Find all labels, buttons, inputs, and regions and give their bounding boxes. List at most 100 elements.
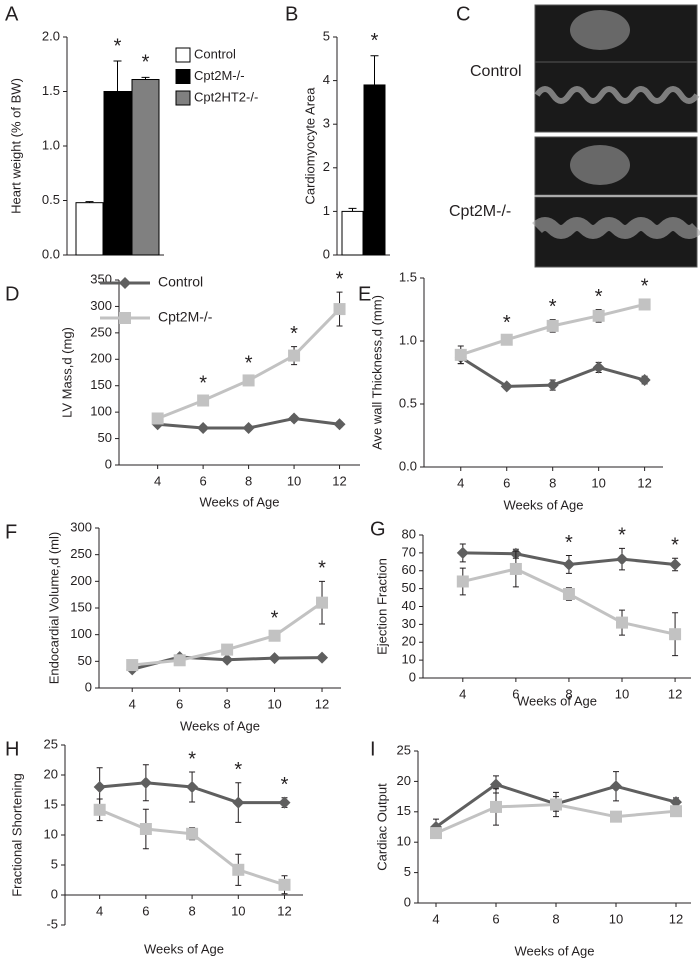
- y-tick-label: 30: [402, 616, 416, 631]
- x-tick-label: 4: [459, 686, 466, 701]
- x-tick-label: 6: [503, 475, 510, 490]
- legend-marker: [119, 312, 131, 324]
- legend-label: Control: [158, 274, 203, 290]
- x-tick-label: 10: [267, 696, 281, 711]
- x-tick-label: 8: [565, 686, 572, 701]
- marker: [186, 781, 199, 793]
- marker: [456, 546, 469, 559]
- significance-star: *: [565, 532, 573, 554]
- x-tick-label: 12: [332, 473, 346, 488]
- y-tick-label: 10: [397, 834, 411, 849]
- x-tick-label: 6: [176, 696, 183, 711]
- series-line: [462, 567, 676, 636]
- echo-scan: [570, 10, 630, 50]
- x-tick-label: 6: [200, 473, 207, 488]
- marker: [562, 587, 575, 600]
- panel-letter: D: [5, 283, 19, 305]
- y-tick-label: 1.5: [399, 269, 417, 284]
- panel-letter: A: [5, 3, 19, 25]
- marker: [550, 798, 562, 811]
- marker: [268, 629, 281, 642]
- marker: [500, 380, 513, 393]
- marker: [669, 558, 682, 571]
- y-tick-label: 1.0: [399, 332, 417, 347]
- y-tick-label: 5: [404, 864, 411, 879]
- x-tick-label: 6: [142, 903, 149, 918]
- panel-letter: C: [456, 3, 470, 25]
- y-tick-label: 15: [397, 803, 411, 818]
- marker: [197, 422, 210, 434]
- x-axis-label: Weeks of Age: [517, 693, 597, 708]
- y-tick-label: 1: [323, 203, 330, 218]
- marker: [268, 652, 281, 665]
- legend-swatch: [175, 69, 191, 84]
- y-tick-label: 300: [90, 298, 112, 313]
- legend-label: Cpt2HT2-/-: [194, 89, 258, 104]
- marker: [186, 827, 199, 840]
- y-tick-label: 50: [98, 430, 112, 445]
- y-tick-label: 100: [70, 626, 92, 641]
- y-tick-label: 2.0: [42, 28, 60, 43]
- y-tick-label: 20: [44, 766, 58, 781]
- x-axis-label: Weeks of Age: [515, 943, 595, 958]
- marker: [242, 374, 255, 387]
- y-tick-label: 80: [402, 526, 416, 541]
- significance-star: *: [318, 558, 326, 580]
- x-axis-label: Weeks of Age: [504, 497, 584, 512]
- marker: [670, 805, 682, 818]
- significance-star: *: [234, 759, 242, 781]
- x-tick-label: 10: [591, 475, 605, 490]
- marker: [232, 796, 245, 809]
- marker: [316, 596, 329, 609]
- y-tick-label: 300: [70, 519, 92, 534]
- significance-star: *: [245, 352, 253, 374]
- significance-star: *: [199, 373, 207, 395]
- significance-star: *: [503, 312, 511, 334]
- x-tick-label: 8: [245, 473, 252, 488]
- y-tick-label: 50: [78, 653, 92, 668]
- x-axis-label: Weeks of Age: [144, 941, 224, 956]
- marker: [546, 319, 559, 332]
- y-tick-label: 0.0: [399, 458, 417, 473]
- y-tick-label: 200: [70, 573, 92, 588]
- echo-scan: [570, 145, 630, 185]
- y-tick-label: 0: [105, 456, 112, 471]
- panel-letter: F: [5, 521, 17, 543]
- marker: [126, 659, 139, 672]
- bar: [363, 84, 386, 256]
- y-axis-label: LV Mass,d (mg): [59, 327, 74, 418]
- y-tick-label: 0: [409, 669, 416, 684]
- y-tick-label: 10: [402, 652, 416, 667]
- x-tick-label: 4: [154, 473, 161, 488]
- marker: [490, 800, 502, 813]
- marker: [333, 303, 346, 316]
- bar: [75, 202, 104, 256]
- error-bar: [85, 201, 94, 203]
- y-tick-label: 250: [90, 324, 112, 339]
- y-axis-label: Ejection Fraction: [374, 558, 389, 655]
- marker: [221, 643, 234, 656]
- significance-star: *: [271, 608, 279, 630]
- marker: [232, 863, 245, 876]
- y-tick-label: 15: [44, 796, 58, 811]
- marker: [610, 810, 622, 823]
- legend-label: Cpt2M-/-: [158, 309, 213, 325]
- significance-star: *: [290, 323, 298, 345]
- y-tick-label: 0.0: [42, 246, 60, 261]
- marker: [456, 575, 469, 588]
- y-axis-label: Heart weight (% of BW): [8, 78, 23, 214]
- y-tick-label: -5: [46, 916, 58, 931]
- marker: [278, 796, 291, 809]
- x-tick-label: 10: [287, 473, 301, 488]
- error-bar: [113, 60, 122, 92]
- marker: [616, 616, 629, 629]
- x-tick-label: 10: [231, 903, 245, 918]
- significance-star: *: [641, 276, 649, 298]
- marker: [242, 422, 255, 434]
- image-label: Cpt2M-/-: [449, 203, 511, 220]
- y-tick-label: 40: [402, 598, 416, 613]
- x-axis-label: Weeks of Age: [200, 494, 280, 509]
- panel-letter: I: [370, 738, 376, 760]
- marker: [139, 776, 152, 789]
- marker: [454, 348, 467, 361]
